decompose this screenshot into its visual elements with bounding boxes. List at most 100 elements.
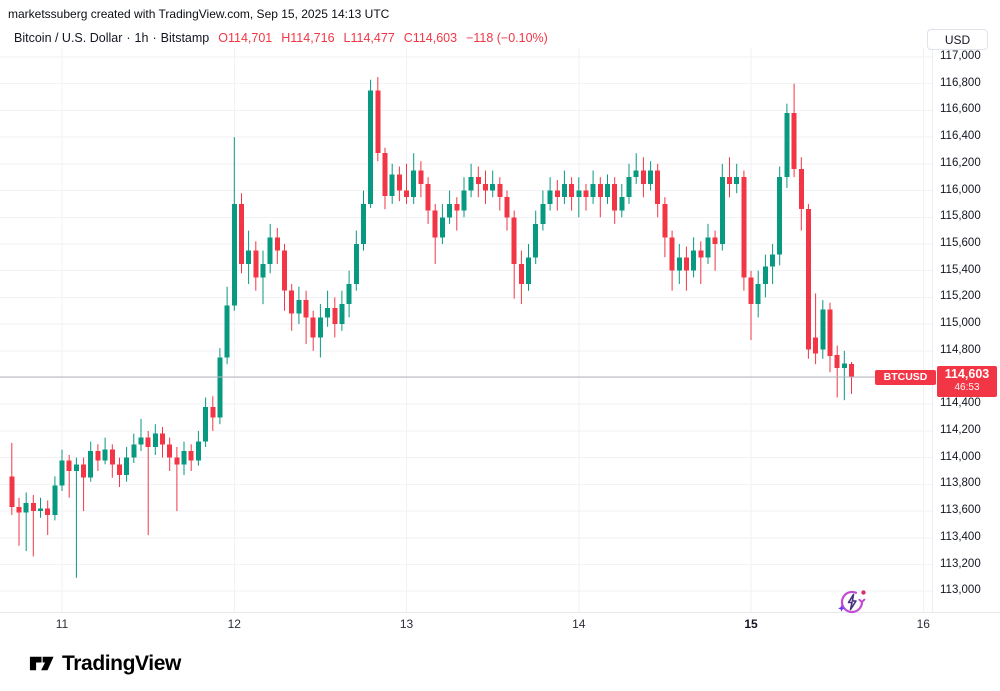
candle-body: [454, 203, 460, 211]
candle-body: [784, 113, 790, 178]
candle-body: [583, 190, 589, 198]
candle-body: [210, 406, 216, 418]
interval-label[interactable]: 1h: [134, 31, 149, 45]
candle-body: [439, 217, 445, 238]
candle-body: [138, 437, 144, 445]
price-tick-label: 113,400: [940, 530, 981, 543]
price-tick-label: 113,600: [940, 504, 981, 517]
candle-body: [296, 300, 302, 314]
candle-body: [691, 250, 697, 271]
candle-body: [605, 183, 610, 198]
candle-body: [483, 183, 488, 191]
price-tick-label: 116,600: [940, 103, 981, 116]
candle-body: [805, 209, 811, 350]
candle-body: [217, 357, 223, 418]
candle-body: [145, 437, 151, 447]
candle-body: [612, 183, 618, 211]
price-tick-label: 116,000: [940, 183, 981, 196]
candle-body: [23, 503, 29, 513]
candle-body: [160, 433, 165, 445]
candle-body: [253, 250, 259, 278]
currency-toggle-button[interactable]: USD: [927, 29, 988, 50]
time-tick-label: 16: [916, 617, 930, 631]
candle-body: [712, 237, 718, 244]
candle-body: [361, 203, 366, 244]
price-tick-label: 116,400: [940, 130, 981, 143]
tradingview-logo[interactable]: TradingView: [28, 650, 181, 677]
price-tick-label: 116,800: [940, 76, 981, 89]
last-price-label[interactable]: 114,603 46:53: [937, 366, 997, 398]
candle-body: [30, 503, 36, 512]
candle-body: [131, 444, 137, 458]
time-tick-label: 12: [227, 617, 241, 631]
candle-body: [389, 174, 395, 196]
price-tick-label: 114,800: [940, 343, 981, 356]
price-tick-label: 113,200: [940, 557, 981, 570]
candle-body: [640, 170, 646, 184]
price-tick-label: 115,400: [940, 263, 981, 276]
candle-body: [798, 169, 804, 210]
candle-body: [59, 460, 65, 486]
candle-body: [38, 508, 43, 512]
ohlc-item: −118 (−0.10%): [466, 31, 548, 45]
candle-body: [282, 250, 287, 291]
candle-body: [490, 183, 496, 191]
candle-body: [310, 317, 316, 338]
candle-body: [655, 170, 661, 204]
candle-body: [540, 203, 546, 224]
candle-body: [834, 354, 840, 369]
candle-body: [841, 363, 847, 369]
candle-body: [203, 406, 209, 442]
time-tick-label: 11: [55, 617, 69, 631]
candle-body: [102, 449, 108, 461]
candle-body: [526, 257, 531, 284]
candle-body: [418, 170, 424, 184]
candle-body: [662, 203, 668, 238]
candle-body: [533, 223, 539, 258]
flash-icon[interactable]: [836, 586, 868, 618]
candle-body: [95, 451, 101, 461]
candle-body: [762, 266, 768, 284]
candle-body: [669, 237, 675, 271]
candle-body: [339, 304, 345, 325]
candle-body: [576, 190, 582, 198]
exchange-label: Bitstamp: [160, 31, 210, 45]
candle-body: [124, 457, 130, 475]
ohlc-item: L114,477: [343, 31, 395, 45]
symbol-price-label[interactable]: BTCUSD: [875, 369, 936, 385]
candle-body: [547, 190, 553, 204]
time-tick-label: 14: [572, 617, 586, 631]
candle-body: [353, 244, 359, 284]
candle-body: [289, 290, 295, 314]
candle-body: [246, 250, 252, 264]
candle-body: [569, 183, 575, 198]
candle-body: [260, 264, 266, 278]
candle-body: [741, 177, 747, 278]
candle-body: [705, 237, 711, 258]
price-tick-label: 113,000: [940, 584, 981, 597]
symbol-name[interactable]: Bitcoin / U.S. Dollar: [14, 31, 123, 45]
price-tick-label: 115,000: [940, 317, 981, 330]
bar-countdown: 46:53: [954, 382, 980, 394]
candle-body: [81, 464, 87, 478]
time-axis-separator: [0, 612, 1000, 613]
attribution-text: marketssuberg created with TradingView.c…: [8, 7, 390, 21]
candle-body: [239, 203, 244, 264]
candle-body: [791, 113, 797, 170]
candle-body: [52, 485, 58, 516]
candle-body: [554, 190, 560, 198]
candle-body: [411, 170, 417, 198]
candle-body: [346, 284, 352, 305]
candle-body: [504, 197, 510, 218]
candle-body: [432, 210, 438, 238]
ohlc-item: O114,701: [218, 31, 273, 45]
candle-body: [303, 300, 309, 318]
candle-body: [511, 217, 517, 264]
price-tick-label: 114,200: [940, 423, 981, 436]
candle-body: [676, 257, 682, 271]
candle-body: [447, 203, 453, 218]
candle-body: [633, 170, 639, 178]
candle-body: [849, 364, 854, 378]
